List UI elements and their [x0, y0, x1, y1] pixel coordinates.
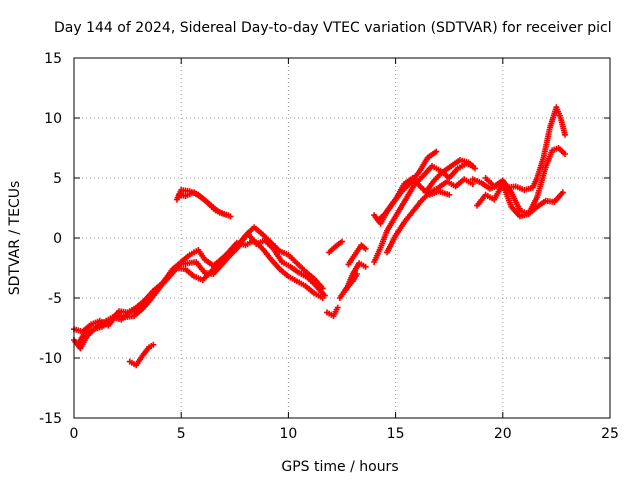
axis-ticks: 0 5 10 15 20 25 -15 -10 -5 0 5 10 15	[39, 51, 619, 442]
y-tick-label: 10	[44, 111, 62, 127]
plot-series	[71, 104, 568, 369]
data-point	[334, 304, 341, 311]
x-tick-label: 0	[70, 426, 79, 442]
series-track-s	[474, 181, 566, 220]
series-track-c	[75, 230, 328, 347]
data-point	[446, 191, 453, 198]
series-track-p	[371, 175, 453, 227]
x-tick-label: 25	[601, 426, 619, 442]
x-tick-label: 10	[279, 426, 297, 442]
data-point	[225, 212, 232, 219]
series-track-f	[176, 189, 232, 219]
series-track-j	[345, 242, 369, 268]
series-track-k	[343, 260, 369, 293]
series-track-d	[126, 341, 157, 369]
data-point	[559, 189, 566, 196]
x-tick-label: 15	[387, 426, 405, 442]
x-axis-label: GPS time / hours	[281, 459, 398, 475]
y-tick-label: -10	[39, 351, 62, 367]
series-track-l	[371, 160, 476, 265]
data-point	[362, 263, 369, 270]
series-track-i	[326, 238, 345, 256]
x-tick-label: 20	[494, 426, 512, 442]
x-tick-label: 5	[177, 426, 186, 442]
data-point	[471, 165, 478, 172]
chart-title: Day 144 of 2024, Sidereal Day-to-day VTE…	[54, 20, 612, 36]
data-point	[362, 245, 369, 252]
series-track-q	[469, 104, 568, 193]
data-point	[561, 131, 568, 138]
data-point	[150, 341, 157, 348]
data-point	[433, 148, 440, 155]
series-track-g	[323, 304, 341, 319]
y-tick-label: -15	[39, 411, 62, 427]
y-axis-label: SDTVAR / TECUs	[7, 181, 23, 296]
data-point	[339, 238, 345, 245]
y-tick-label: -5	[48, 291, 62, 307]
y-tick-label: 0	[53, 231, 62, 247]
y-tick-label: 5	[53, 171, 62, 187]
y-tick-label: 15	[44, 51, 62, 67]
data-point	[561, 151, 568, 157]
data-point	[321, 292, 328, 299]
series-track-o	[422, 157, 478, 196]
